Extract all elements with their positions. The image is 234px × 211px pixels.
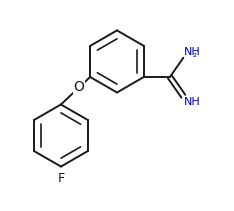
Text: O: O <box>74 80 84 95</box>
Text: F: F <box>57 172 65 185</box>
Text: NH: NH <box>184 47 201 57</box>
Text: NH: NH <box>184 97 201 107</box>
Text: ₂: ₂ <box>193 49 197 59</box>
